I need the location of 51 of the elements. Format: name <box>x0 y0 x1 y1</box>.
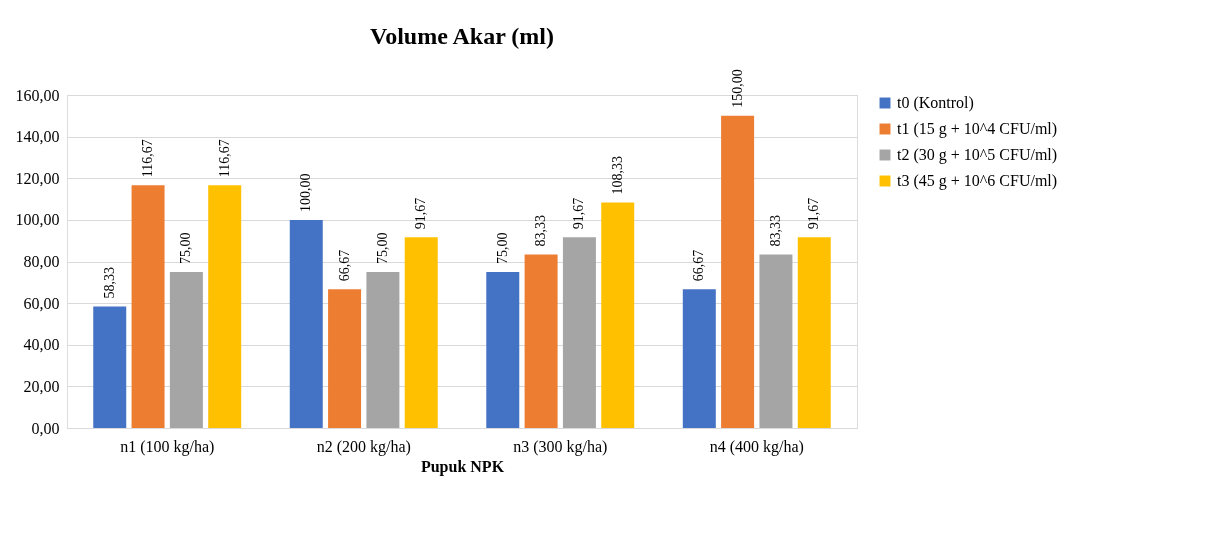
bar <box>797 237 831 428</box>
y-tick-label: 100,00 <box>15 211 60 229</box>
bar <box>131 185 165 428</box>
data-label: 108,33 <box>609 156 625 195</box>
bar <box>682 289 716 428</box>
bar <box>562 237 596 428</box>
bar <box>486 271 520 428</box>
data-label: 100,00 <box>298 173 314 212</box>
y-tick-label: 60,00 <box>23 294 60 312</box>
data-label: 75,00 <box>178 232 194 264</box>
x-tick-label: n1 (100 kg/ha) <box>120 437 215 456</box>
y-tick-label: 120,00 <box>15 169 60 187</box>
data-label: 150,00 <box>729 69 745 108</box>
data-label: 116,67 <box>216 139 232 178</box>
data-label: 83,33 <box>767 215 783 247</box>
data-label: 75,00 <box>494 232 510 264</box>
legend-label: t1 (15 g + 10^4 CFU/ml) <box>897 120 1058 138</box>
bar <box>169 271 203 428</box>
bar <box>524 254 558 428</box>
data-label: 66,67 <box>336 249 352 282</box>
bar <box>404 237 438 428</box>
bar <box>208 185 242 428</box>
chart-title: Volume Akar (ml) <box>369 23 555 50</box>
bar <box>328 289 362 428</box>
x-tick-label: n2 (200 kg/ha) <box>316 437 411 456</box>
data-label: 66,67 <box>691 249 707 282</box>
data-label: 75,00 <box>374 232 390 264</box>
x-axis-title: Pupuk NPK <box>420 457 505 476</box>
bar <box>759 254 793 428</box>
y-tick-label: 0,00 <box>31 419 60 437</box>
legend-label: t0 (Kontrol) <box>897 94 974 112</box>
bar <box>289 219 323 428</box>
data-label: 91,67 <box>571 197 587 230</box>
bar <box>721 115 755 428</box>
y-tick-label: 80,00 <box>23 253 60 270</box>
y-tick-label: 160,00 <box>15 86 60 104</box>
bar <box>601 202 635 428</box>
bar <box>366 271 400 428</box>
data-label: 91,67 <box>413 197 429 230</box>
data-label: 116,67 <box>140 139 156 178</box>
legend-label: t3 (45 g + 10^6 CFU/ml) <box>897 172 1058 190</box>
legend-label: t2 (30 g + 10^5 CFU/ml) <box>897 146 1058 164</box>
x-tick-label: n4 (400 kg/ha) <box>709 437 804 456</box>
data-label: 83,33 <box>533 215 549 247</box>
y-tick-label: 20,00 <box>23 377 60 395</box>
data-label: 58,33 <box>101 267 117 299</box>
data-label: 91,67 <box>806 197 822 230</box>
y-tick-label: 40,00 <box>23 336 60 354</box>
y-tick-label: 140,00 <box>15 128 60 146</box>
x-tick-label: n3 (300 kg/ha) <box>513 437 608 456</box>
bar <box>93 306 127 428</box>
